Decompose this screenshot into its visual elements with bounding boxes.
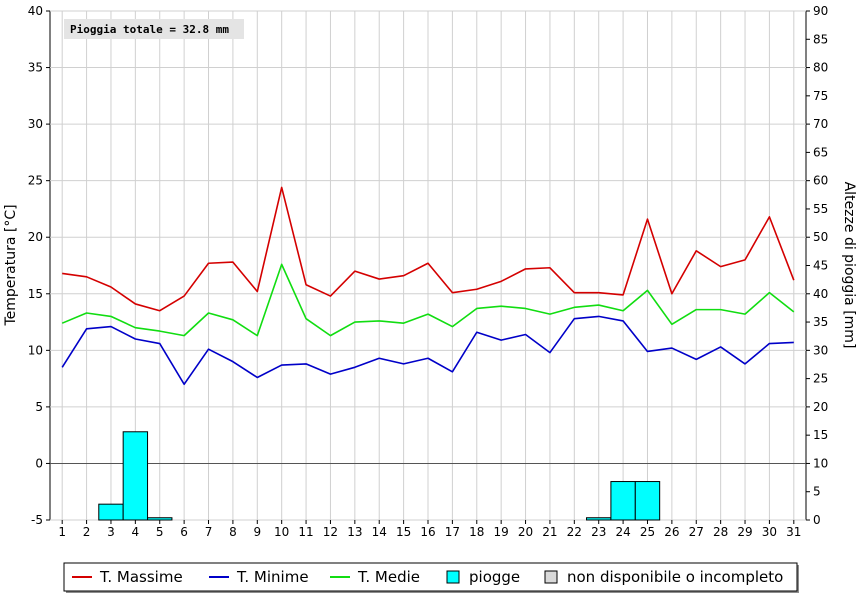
x-tick-label: 18 [469, 525, 484, 539]
x-tick-label: 14 [372, 525, 387, 539]
x-tick-label: 27 [689, 525, 704, 539]
rain-bar [586, 517, 612, 521]
right-axis-title: Altezze di pioggia [mm] [841, 182, 857, 349]
x-tick-label: 28 [713, 525, 728, 539]
right-tick-label: 10 [813, 456, 828, 470]
right-tick-label: 85 [813, 32, 828, 46]
x-tick-label: 4 [132, 525, 140, 539]
x-tick-label: 20 [518, 525, 533, 539]
x-tick-label: 9 [253, 525, 261, 539]
right-tick-label: 20 [813, 400, 828, 414]
right-tick-label: 40 [813, 287, 828, 301]
x-tick-label: 7 [205, 525, 213, 539]
rain-bars [98, 431, 661, 521]
right-tick-label: 65 [813, 145, 828, 159]
legend-label: T. Massime [99, 568, 183, 586]
left-tick-label: 15 [28, 287, 43, 301]
x-tick-label: 23 [591, 525, 606, 539]
x-tick-label: 21 [542, 525, 557, 539]
legend-label: T. Minime [236, 568, 309, 586]
series-line-t-massime [62, 186, 795, 312]
x-tick-label: 8 [229, 525, 237, 539]
right-tick-label: 15 [813, 428, 828, 442]
rain-bar [98, 503, 124, 521]
left-tick-label: 30 [28, 117, 43, 131]
x-tick-label: 3 [107, 525, 115, 539]
x-tick-label: 29 [737, 525, 752, 539]
x-tick-label: 25 [640, 525, 655, 539]
right-tick-label: 55 [813, 202, 828, 216]
total-rain-annotation: Pioggia totale = 32.8 mm [64, 19, 244, 39]
left-axis-title: Temperatura [°C] [3, 204, 19, 326]
left-tick-label: -5 [31, 513, 43, 527]
right-tick-label: 90 [813, 4, 828, 18]
legend-swatch-box [446, 570, 460, 584]
x-tick-label: 17 [445, 525, 460, 539]
x-tick-label: 1 [58, 525, 66, 539]
legend-swatch-box [544, 570, 558, 584]
right-tick-label: 0 [813, 513, 821, 527]
right-tick-label: 80 [813, 61, 828, 75]
x-tick-label: 5 [156, 525, 164, 539]
left-tick-label: 25 [28, 174, 43, 188]
right-tick-label: 35 [813, 315, 828, 329]
right-tick-label: 30 [813, 343, 828, 357]
x-tick-label: 24 [615, 525, 630, 539]
x-tick-label: 31 [786, 525, 801, 539]
legend-box [63, 562, 798, 592]
legend-label: piogge [469, 568, 520, 586]
legend: T. Massime T. Minime T. Medie piogge non dis… [63, 562, 799, 593]
x-tick-label: 11 [298, 525, 313, 539]
temperature-lines [61, 186, 795, 386]
rain-bar [147, 517, 173, 521]
left-tick-label: 0 [35, 456, 43, 470]
x-tick-label: 19 [494, 525, 509, 539]
x-tick-label: 12 [323, 525, 338, 539]
left-tick-label: 5 [35, 400, 43, 414]
x-tick-label: 2 [83, 525, 91, 539]
grid [49, 10, 807, 521]
x-tick-label: 10 [274, 525, 289, 539]
legend-label: T. Medie [357, 568, 420, 586]
left-tick-label: 35 [28, 61, 43, 75]
x-tick-label: 16 [420, 525, 435, 539]
legend-label: non disponibile o incompleto [567, 568, 783, 586]
x-tick-label: 30 [762, 525, 777, 539]
series-line-t-medie [61, 263, 795, 337]
right-tick-label: 50 [813, 230, 828, 244]
x-tick-label: 26 [664, 525, 679, 539]
right-tick-label: 25 [813, 372, 828, 386]
right-tick-label: 60 [813, 174, 828, 188]
axes: 4035302520151050-59085807570656055504540… [28, 4, 829, 539]
right-tick-label: 45 [813, 259, 828, 273]
left-tick-label: 20 [28, 230, 43, 244]
series-line-t-minime [61, 315, 794, 386]
x-tick-label: 6 [180, 525, 188, 539]
x-tick-label: 15 [396, 525, 411, 539]
right-tick-label: 70 [813, 117, 828, 131]
x-tick-label: 13 [347, 525, 362, 539]
right-tick-label: 5 [813, 485, 821, 499]
rain-bar [634, 481, 661, 521]
left-tick-label: 40 [28, 4, 43, 18]
rain-bar [122, 431, 149, 521]
rain-bar [610, 481, 636, 521]
x-tick-label: 22 [567, 525, 582, 539]
left-tick-label: 10 [28, 343, 43, 357]
right-tick-label: 75 [813, 89, 828, 103]
total-rain-text: Pioggia totale = 32.8 mm [70, 23, 229, 36]
